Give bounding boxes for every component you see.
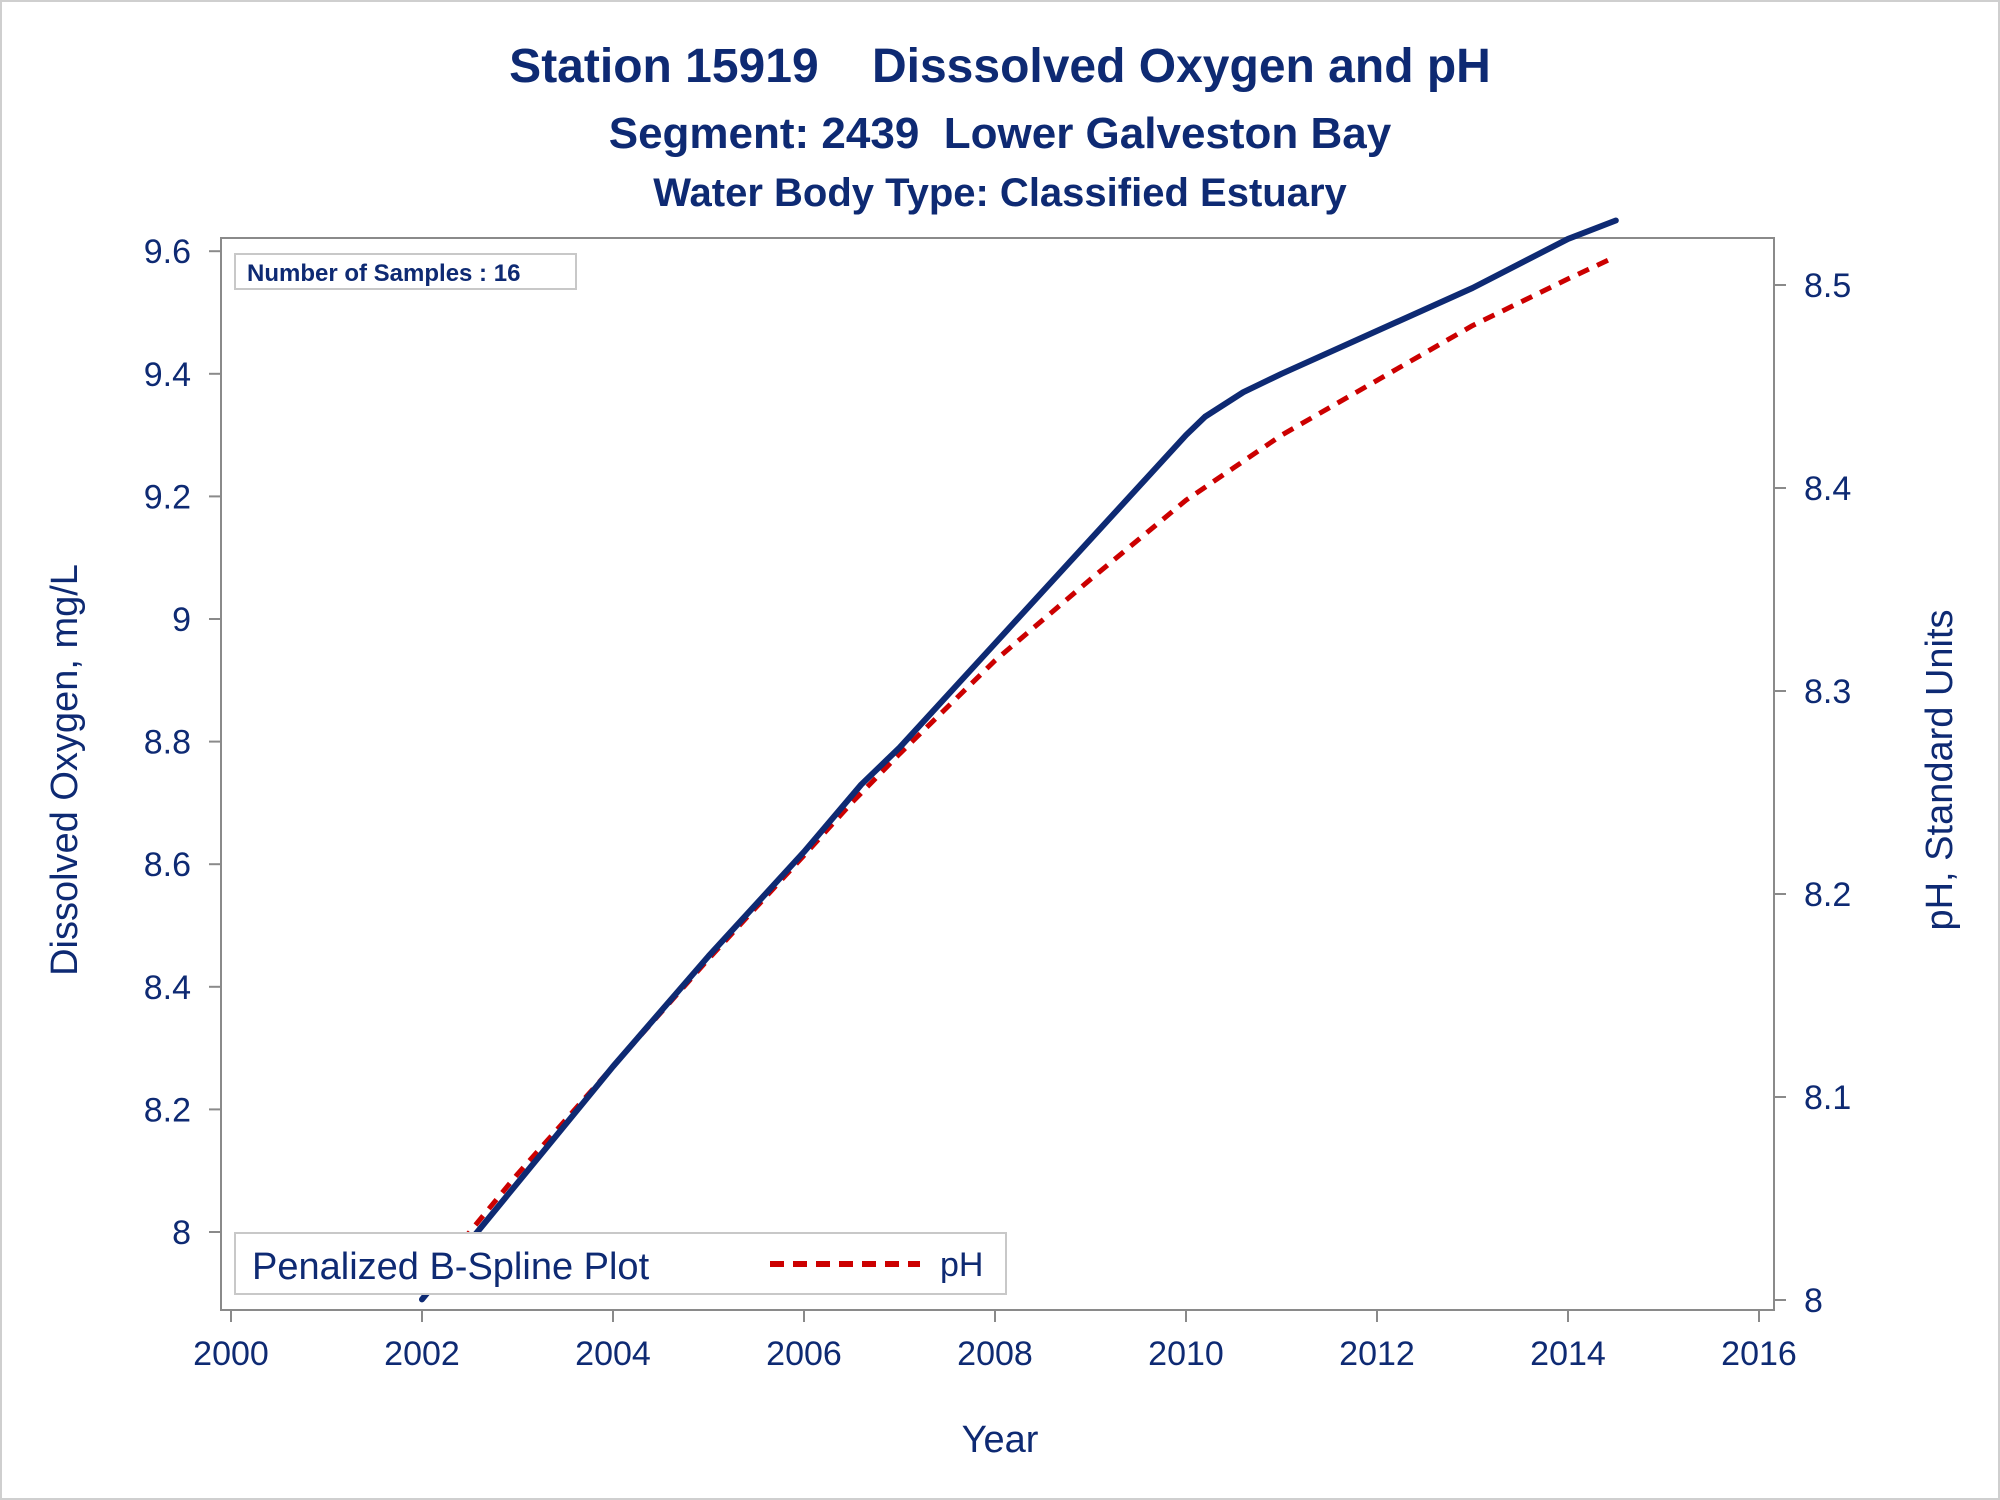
series-layer [419, 217, 1619, 1303]
y-right-tick-label: 8.2 [1804, 876, 1851, 914]
y-left-tick-label: 9.2 [144, 478, 191, 516]
chart-subtitle-2: Water Body Type: Classified Estuary [653, 171, 1347, 215]
y-left-tick-label: 8.4 [144, 969, 191, 1007]
x-tick-label: 2008 [957, 1335, 1033, 1373]
legend-ph-label: pH [940, 1246, 983, 1284]
x-tick-label: 2004 [575, 1335, 651, 1373]
y-axis-left: 8 8.2 8.4 8.6 8.8 9 9.2 9.4 9.6 [144, 233, 221, 1252]
legend-box [234, 1232, 1007, 1295]
legend-title: Penalized B-Spline Plot [252, 1246, 650, 1288]
chart-subtitle: Segment: 2439 Lower Galveston Bay [609, 109, 1392, 158]
y-left-tick-label: 9.6 [144, 233, 191, 271]
y-left-tick-label: 8 [172, 1214, 191, 1252]
y-right-tick-label: 8 [1804, 1282, 1823, 1320]
plot-area [220, 237, 1775, 1311]
y-left-tick-label: 8.2 [144, 1091, 191, 1129]
sample-count-annotation: Number of Samples : 16 [247, 260, 520, 287]
chart-title: Station 15919 Disssolved Oxygen and pH [509, 40, 1491, 93]
x-axis-label: Year [962, 1419, 1039, 1461]
x-tick-label: 2014 [1530, 1335, 1606, 1373]
x-tick-label: 2016 [1721, 1335, 1797, 1373]
y-right-tick-label: 8.5 [1804, 267, 1851, 305]
y-left-tick-label: 8.8 [144, 724, 191, 762]
y-left-tick-label: 9 [172, 601, 191, 639]
y-right-tick-label: 8.4 [1804, 470, 1851, 508]
x-tick-label: 2012 [1339, 1335, 1415, 1373]
x-tick-label: 2002 [384, 1335, 460, 1373]
y-left-tick-label: 9.4 [144, 356, 191, 394]
ph-series-line [420, 254, 1617, 1292]
y-axis-left-label: Dissolved Oxygen, mg/L [44, 564, 86, 976]
y-right-tick-label: 8.3 [1804, 673, 1851, 711]
y-right-tick-label: 8.1 [1804, 1079, 1851, 1117]
x-axis: 2000 2002 2004 2006 2008 2010 2012 2014 2016 [193, 1310, 1797, 1373]
x-tick-label: 2010 [1148, 1335, 1224, 1373]
x-tick-label: 2000 [193, 1335, 269, 1373]
y-axis-right: 8 8.1 8.2 8.3 8.4 8.5 [1774, 267, 1851, 1320]
legend: Penalized B-Spline Plot pH [234, 1232, 1007, 1295]
y-left-tick-label: 8.6 [144, 846, 191, 884]
dissolved-oxygen-series-line [419, 217, 1619, 1303]
y-axis-right-label: pH, Standard Units [1919, 609, 1961, 930]
x-tick-label: 2006 [766, 1335, 842, 1373]
sample-count-box [234, 253, 577, 290]
